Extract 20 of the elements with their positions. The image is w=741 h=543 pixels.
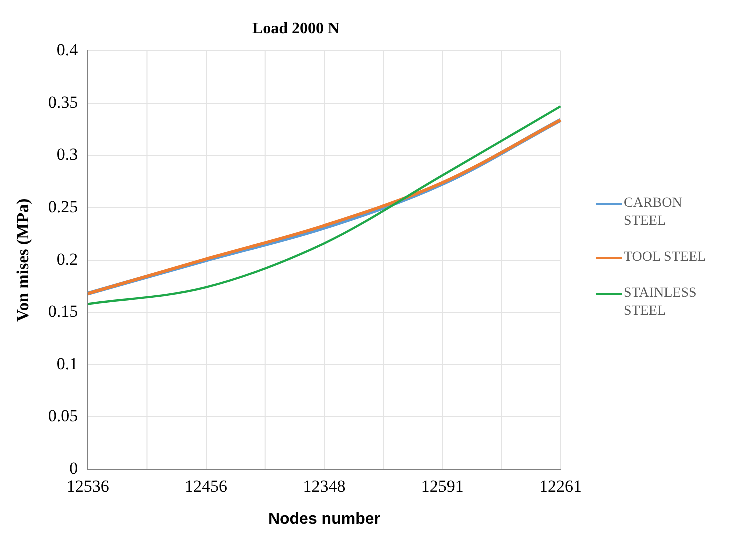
y-tick-label: 0.3	[56, 145, 78, 164]
y-tick-label: 0.05	[48, 406, 78, 426]
y-tick-label: 0.15	[48, 302, 78, 322]
y-tick-label: 0.25	[48, 197, 78, 216]
chart-title: Load 2000 N	[252, 20, 340, 38]
legend-label: CARBON STEEL	[624, 195, 684, 231]
legend-label: TOOL STEEL	[624, 249, 708, 267]
legend-label: STAINLESS STEEL	[624, 285, 698, 321]
x-tick-label: 12536	[66, 477, 110, 496]
y-tick-label: 0.35	[48, 92, 78, 112]
x-tick-label: 12261	[540, 477, 582, 496]
y-tick-label: 0.4	[56, 40, 79, 60]
y-axis-title: Von mises (MPa)	[14, 198, 33, 322]
x-tick-label: 12348	[303, 477, 346, 496]
x-tick-label: 12456	[185, 477, 228, 496]
y-tick-label: 0	[70, 458, 78, 478]
y-tick-label: 0.2	[56, 250, 78, 269]
y-tick-label: 0.1	[56, 354, 78, 374]
x-axis-title: Nodes number	[268, 510, 380, 528]
x-tick-label: 12591	[421, 477, 464, 496]
